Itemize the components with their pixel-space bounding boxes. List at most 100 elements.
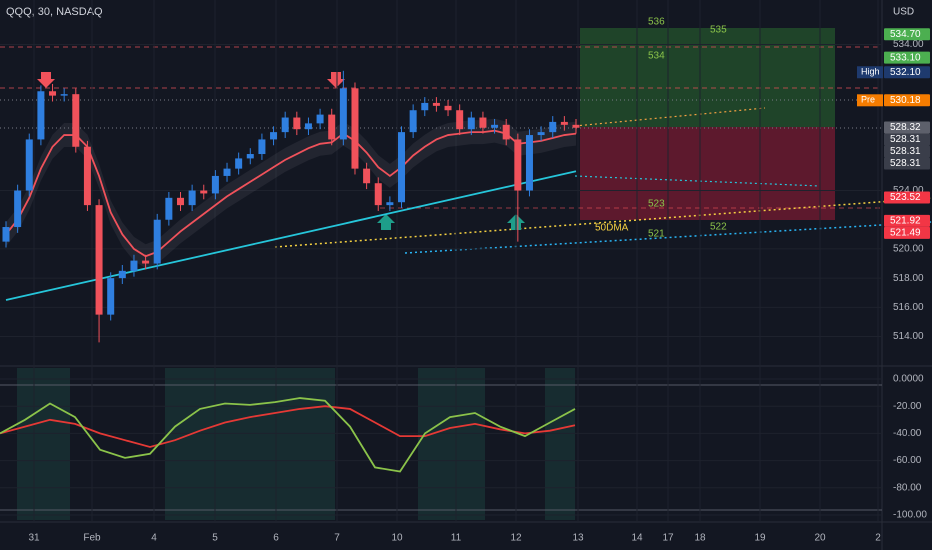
x-tick-label: Feb: [83, 533, 101, 544]
candle-body: [107, 278, 115, 315]
sell-arrow: [37, 72, 55, 88]
candle-body: [176, 197, 184, 206]
candle-body: [258, 139, 266, 155]
price-label-bg: [884, 51, 930, 64]
buy-arrow: [377, 214, 395, 230]
price-label: 528.31: [890, 146, 921, 157]
price-label-bg: [884, 214, 930, 227]
currency: USD: [893, 7, 914, 18]
y-tick-label: -20.00: [893, 401, 922, 412]
price-label: 521.49: [890, 228, 921, 239]
candle-body: [351, 88, 359, 169]
candle-body: [60, 94, 68, 96]
candle-body: [549, 121, 557, 133]
candle-body: [118, 270, 126, 279]
candle-body: [246, 154, 254, 159]
candle-body: [479, 117, 487, 128]
zone: [17, 368, 70, 520]
candle-body: [235, 158, 243, 169]
x-tick-label: 31: [28, 533, 40, 544]
price-label-bg: [884, 66, 930, 79]
candle-body: [49, 91, 57, 96]
candle-body: [398, 132, 406, 203]
zone: [165, 368, 335, 520]
candle-body: [560, 121, 568, 125]
x-tick-label: 6: [273, 533, 279, 544]
price-label-bg: [884, 157, 930, 170]
candle-body: [316, 114, 324, 124]
candle-body: [328, 114, 336, 140]
grid: [0, 0, 882, 522]
candle-body: [537, 132, 545, 136]
x-tick-label: 5: [212, 533, 218, 544]
price-label-bg: [884, 28, 930, 41]
candle-body: [130, 260, 138, 271]
y-tick-label: -60.00: [893, 455, 922, 466]
candle-body: [270, 132, 278, 140]
candle-body: [502, 124, 510, 140]
x-tick-label: 7: [334, 533, 340, 544]
price-label: 528.31: [890, 134, 921, 145]
x-tick-label: 11: [451, 533, 462, 544]
candle-body: [525, 135, 533, 191]
candle-body: [95, 205, 103, 315]
annotation: 50DMA: [595, 223, 629, 234]
profit-zone: [580, 28, 835, 127]
oscillator-line: [0, 405, 576, 448]
y-tick-label: 0.0000: [893, 374, 924, 385]
y-tick-label: 534.00: [893, 39, 924, 50]
candle-body: [572, 124, 580, 128]
x-tick-label: 17: [662, 533, 674, 544]
loss-zone: [580, 127, 835, 220]
annotation: 523: [648, 199, 665, 210]
y-tick-label: -100.00: [893, 510, 927, 521]
x-tick-label: 14: [631, 533, 643, 544]
price-label: 530.18: [890, 95, 921, 106]
candle-body: [25, 139, 33, 191]
oscillator-line: [0, 397, 576, 473]
y-tick-label: 516.00: [893, 302, 924, 313]
candle-body: [339, 88, 347, 140]
zone: [545, 368, 575, 520]
candle-body: [211, 175, 219, 194]
y-tick-label: 524.00: [893, 185, 924, 196]
y-tick-label: -40.00: [893, 428, 922, 439]
annotation: 522: [710, 222, 727, 233]
candle-body: [421, 102, 429, 111]
trend-line: [574, 107, 766, 127]
x-tick-label: 13: [572, 533, 584, 544]
price-label-bg: [884, 94, 930, 107]
x-tick-label: 20: [814, 533, 826, 544]
tag-bg: [857, 94, 883, 107]
candle-body: [14, 190, 22, 228]
annotation: 535: [710, 25, 727, 36]
price-label-bg: [884, 145, 930, 158]
candle-body: [409, 110, 417, 133]
y-tick-label: 518.00: [893, 273, 924, 284]
candle-body: [153, 219, 161, 264]
y-tick-label: 520.00: [893, 244, 924, 255]
x-tick-label: 18: [694, 533, 706, 544]
x-tick-label: 4: [151, 533, 157, 544]
candle-body: [37, 91, 45, 140]
candle-body: [293, 117, 301, 130]
annotation: 521: [648, 229, 665, 240]
candle-body: [467, 117, 475, 130]
x-tick-label: 12: [510, 533, 522, 544]
candle-body: [83, 146, 91, 206]
x-tick-label: 19: [754, 533, 766, 544]
price-tag: Pre: [861, 95, 875, 105]
annotation: 534: [648, 51, 665, 62]
price-label: 533.10: [890, 52, 921, 63]
price-label: 528.32: [890, 122, 921, 133]
candle-body: [281, 117, 289, 133]
price-label: 521.92: [890, 216, 921, 227]
candle-body: [386, 202, 394, 206]
candle-body: [444, 105, 452, 111]
candle-body: [456, 110, 464, 130]
candle-body: [188, 190, 196, 206]
zone: [418, 368, 485, 520]
candle-body: [223, 168, 231, 176]
